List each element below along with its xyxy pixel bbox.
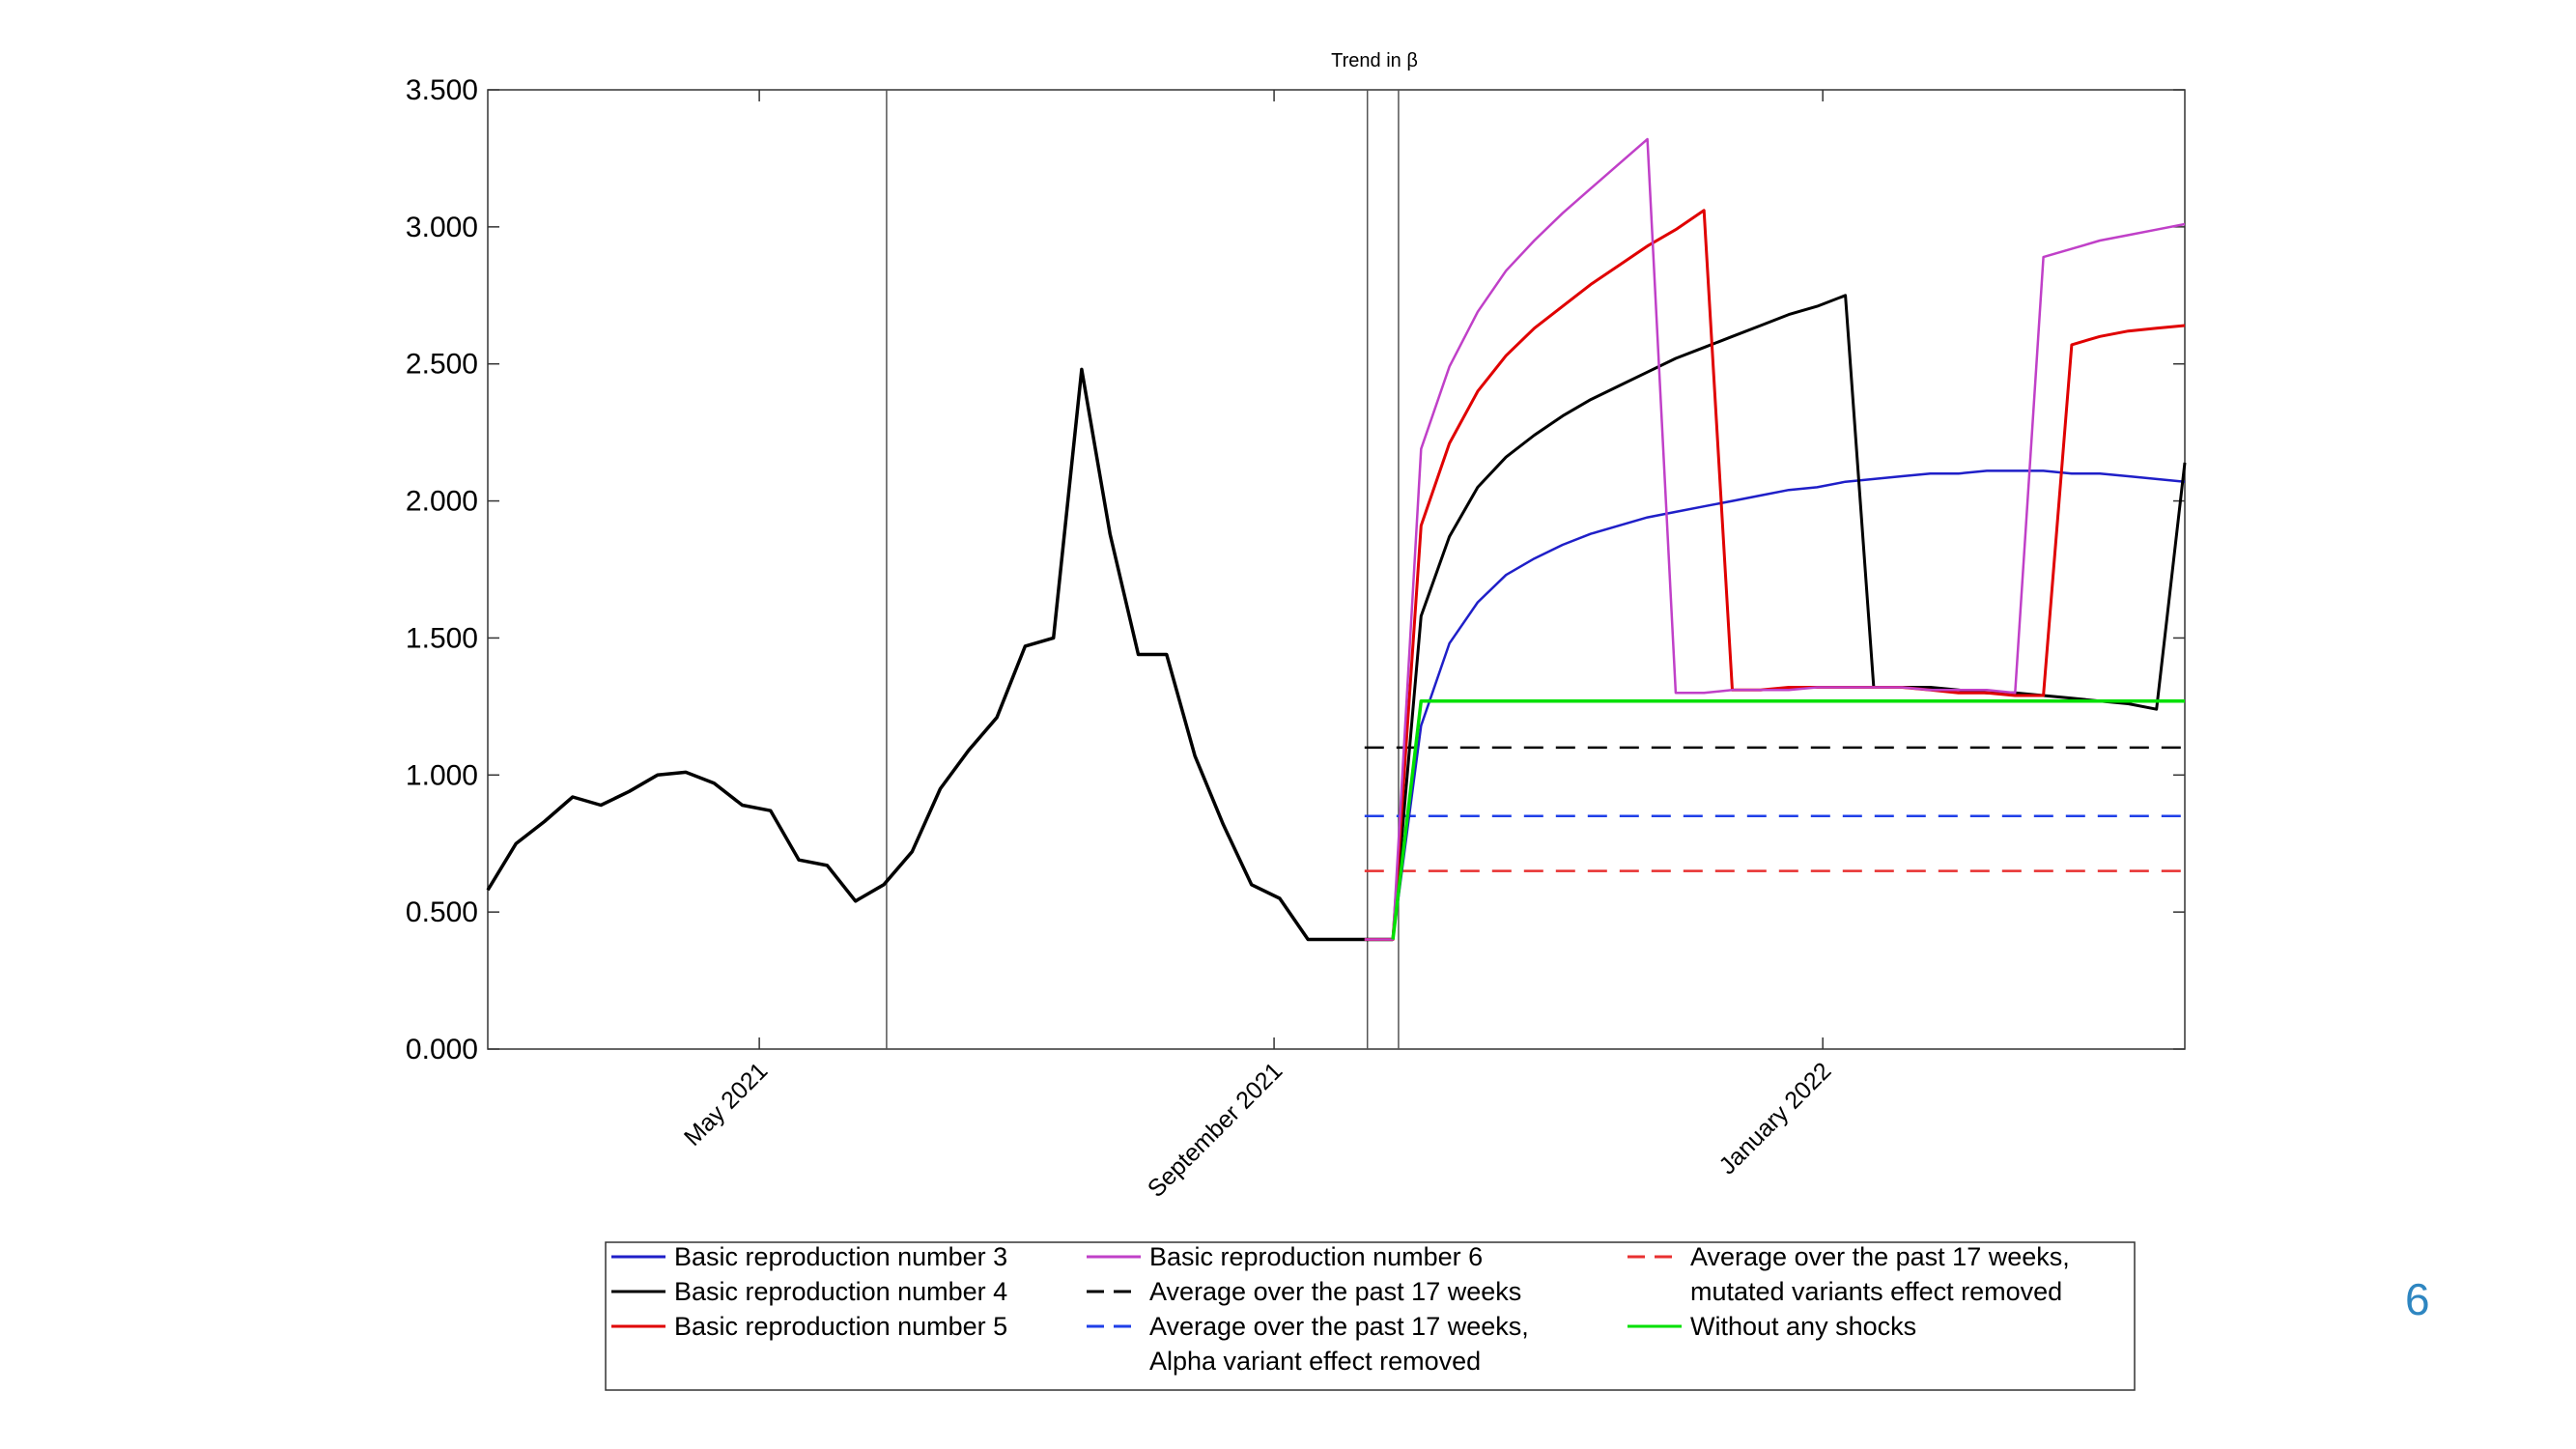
historical-beta-line [486, 367, 1394, 942]
series-line-2 [1364, 294, 2187, 941]
series-line-8 [1391, 698, 2185, 940]
series-line-3 [1364, 209, 2186, 941]
y-tick-label: 2.500 [406, 349, 478, 381]
legend-label: Without any shocks [1690, 1312, 1916, 1341]
legend-box [605, 1241, 2136, 1391]
y-axis: 0.000 0.500 1.000 1.500 2.000 2.500 3.000 3.500 [406, 74, 2185, 1065]
y-tick-label: 2.000 [406, 486, 478, 518]
y-tick-label: 0.000 [406, 1034, 478, 1065]
series-line-4 [1364, 137, 2186, 941]
y-tick-label: 3.000 [406, 212, 478, 243]
legend-label: Average over the past 17 weeks, [1149, 1312, 1529, 1341]
plot-area-frame [487, 89, 2186, 1050]
legend-label: Basic reproduction number 3 [674, 1242, 1007, 1271]
legend-label: Alpha variant effect removed [1149, 1347, 1481, 1376]
x-tick-label: September 2021 [1143, 1057, 1288, 1203]
x-tick-label: January 2022 [1713, 1057, 1836, 1179]
chart-title: Trend in β [1331, 50, 1418, 71]
series-lines [486, 137, 2187, 942]
legend-label: mutated variants effect removed [1690, 1277, 2062, 1306]
legend-label: Basic reproduction number 4 [674, 1277, 1007, 1306]
vertical-markers [886, 90, 1400, 1049]
y-tick-label: 1.000 [406, 759, 478, 791]
y-tick-label: 0.500 [406, 896, 478, 928]
legend-label: Basic reproduction number 5 [674, 1312, 1007, 1341]
legend: Basic reproduction number 3 Basic reprodu… [611, 1242, 2070, 1376]
legend-label: Average over the past 17 weeks [1149, 1277, 1521, 1306]
series-line-1 [1364, 469, 2186, 941]
y-tick-label: 1.500 [406, 622, 478, 654]
legend-label: Average over the past 17 weeks, [1690, 1242, 2070, 1271]
x-tick-label: May 2021 [679, 1057, 773, 1151]
y-tick-label: 3.500 [406, 74, 478, 106]
legend-label: Basic reproduction number 6 [1149, 1242, 1483, 1271]
page-number: 6 [2405, 1274, 2430, 1324]
x-axis: May 2021 September 2021 January 2022 [679, 90, 1836, 1203]
